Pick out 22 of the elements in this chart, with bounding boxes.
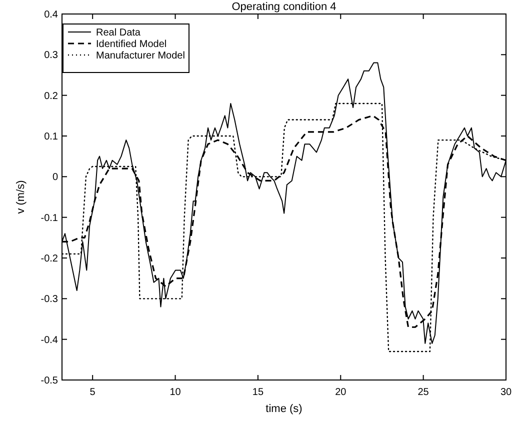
y-tick-label: -0.5	[40, 376, 58, 386]
y-tick-label: -0.2	[40, 254, 58, 264]
x-tick-label: 30	[500, 387, 512, 398]
y-tick-label: 0.3	[44, 50, 58, 62]
x-tick-label: 25	[418, 387, 430, 398]
y-tick-label: 0	[52, 172, 58, 184]
chart-title: Operating condition 4	[232, 1, 336, 13]
y-axis-title: v (m/s)	[15, 180, 27, 214]
y-tick-label: 0.4	[44, 10, 58, 20]
y-tick-label: 0.1	[44, 132, 58, 142]
legend-label: Real Data	[96, 28, 141, 38]
x-tick-label: 20	[335, 387, 347, 398]
x-tick-label: 10	[170, 387, 182, 398]
y-tick-label: -0.1	[40, 212, 58, 224]
x-tick-label: 5	[90, 387, 96, 398]
legend-label: Manufacturer Model	[96, 50, 185, 62]
y-tick-label: -0.3	[40, 294, 58, 306]
y-tick-label: -0.4	[40, 334, 58, 346]
y-tick-label: 0.2	[44, 90, 58, 102]
legend-label: Identified Model	[96, 39, 167, 50]
x-axis-title: time (s)	[266, 403, 302, 415]
x-tick-label: 15	[252, 387, 264, 398]
